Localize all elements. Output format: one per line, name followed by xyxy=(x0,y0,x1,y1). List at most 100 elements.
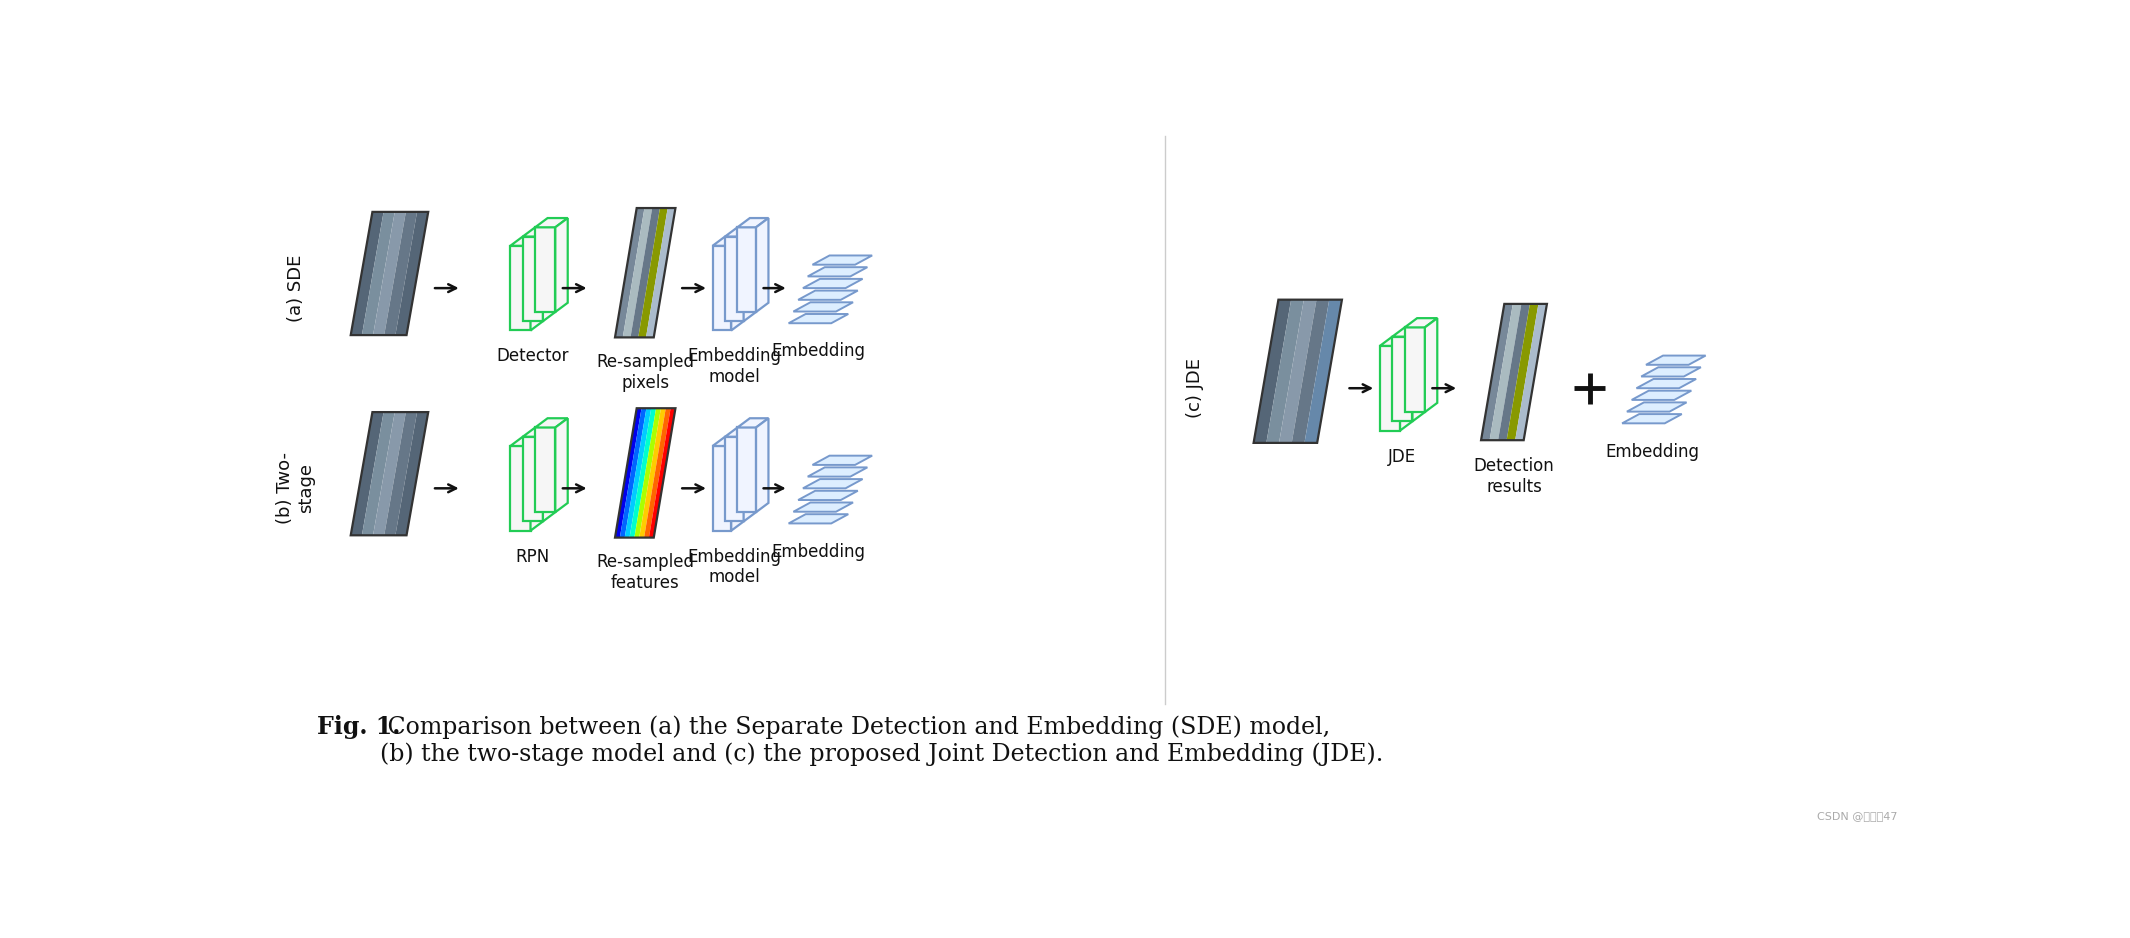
Polygon shape xyxy=(1497,304,1529,440)
Polygon shape xyxy=(1267,299,1304,443)
Polygon shape xyxy=(351,412,383,536)
Polygon shape xyxy=(1632,391,1691,400)
Polygon shape xyxy=(535,418,569,428)
Polygon shape xyxy=(737,428,756,512)
Polygon shape xyxy=(635,408,660,537)
Polygon shape xyxy=(373,412,407,536)
Polygon shape xyxy=(630,208,660,338)
Text: Re-sampled
pixels: Re-sampled pixels xyxy=(596,353,694,391)
Polygon shape xyxy=(639,208,667,338)
Polygon shape xyxy=(737,418,769,428)
Polygon shape xyxy=(1514,304,1546,440)
Polygon shape xyxy=(743,227,756,321)
Polygon shape xyxy=(383,412,417,536)
Polygon shape xyxy=(511,437,543,446)
Polygon shape xyxy=(522,236,543,321)
Polygon shape xyxy=(807,467,867,477)
Polygon shape xyxy=(1399,337,1412,431)
Polygon shape xyxy=(1278,299,1316,443)
Text: (b) Two-
stage: (b) Two- stage xyxy=(277,452,315,524)
Polygon shape xyxy=(1646,356,1706,365)
Polygon shape xyxy=(1393,327,1425,337)
Polygon shape xyxy=(756,418,769,512)
Polygon shape xyxy=(1380,346,1399,431)
Polygon shape xyxy=(362,412,394,536)
Polygon shape xyxy=(622,208,652,338)
Polygon shape xyxy=(630,408,656,537)
Polygon shape xyxy=(643,408,671,537)
Polygon shape xyxy=(788,514,848,523)
Polygon shape xyxy=(1412,327,1425,421)
Polygon shape xyxy=(535,428,556,512)
Polygon shape xyxy=(362,212,394,335)
Text: Embedding
model: Embedding model xyxy=(688,548,782,586)
Polygon shape xyxy=(1623,414,1683,423)
Polygon shape xyxy=(511,236,543,246)
Polygon shape xyxy=(383,212,417,335)
Text: Detection
results: Detection results xyxy=(1474,457,1555,496)
Polygon shape xyxy=(624,408,652,537)
Polygon shape xyxy=(1506,304,1538,440)
Polygon shape xyxy=(1404,327,1425,412)
Text: Embedding: Embedding xyxy=(771,543,865,561)
Text: Embedding: Embedding xyxy=(771,342,865,360)
Text: Embedding
model: Embedding model xyxy=(688,347,782,386)
Polygon shape xyxy=(543,227,556,321)
Polygon shape xyxy=(373,212,407,335)
Polygon shape xyxy=(530,236,543,330)
Text: Re-sampled
features: Re-sampled features xyxy=(596,553,694,592)
Text: RPN: RPN xyxy=(515,548,550,566)
Polygon shape xyxy=(556,418,569,512)
Polygon shape xyxy=(724,227,756,236)
Polygon shape xyxy=(1627,402,1687,412)
Polygon shape xyxy=(511,246,530,330)
Polygon shape xyxy=(788,314,848,324)
Polygon shape xyxy=(1393,337,1412,421)
Polygon shape xyxy=(396,212,428,335)
Polygon shape xyxy=(1425,318,1438,412)
Polygon shape xyxy=(639,408,667,537)
Polygon shape xyxy=(351,212,383,335)
Polygon shape xyxy=(616,408,641,537)
Text: CSDN @大笨鱲47: CSDN @大笨鱲47 xyxy=(1817,811,1898,821)
Polygon shape xyxy=(1489,304,1521,440)
Polygon shape xyxy=(522,428,556,437)
Polygon shape xyxy=(535,218,569,227)
Polygon shape xyxy=(812,255,871,265)
Polygon shape xyxy=(1304,299,1342,443)
Polygon shape xyxy=(743,428,756,522)
Polygon shape xyxy=(535,227,556,312)
Polygon shape xyxy=(803,279,863,288)
Polygon shape xyxy=(530,437,543,531)
Text: JDE: JDE xyxy=(1389,447,1416,465)
Polygon shape xyxy=(1404,318,1438,327)
Text: Embedding: Embedding xyxy=(1604,443,1700,461)
Text: (c) JDE: (c) JDE xyxy=(1186,358,1203,418)
Polygon shape xyxy=(724,236,743,321)
Polygon shape xyxy=(731,437,743,531)
Polygon shape xyxy=(616,208,645,338)
Polygon shape xyxy=(724,437,743,522)
Polygon shape xyxy=(737,218,769,227)
Polygon shape xyxy=(1636,379,1695,388)
Polygon shape xyxy=(522,437,543,522)
Polygon shape xyxy=(756,218,769,312)
Polygon shape xyxy=(714,236,743,246)
Polygon shape xyxy=(812,456,871,465)
Polygon shape xyxy=(1380,337,1412,346)
Polygon shape xyxy=(1291,299,1329,443)
Polygon shape xyxy=(556,218,569,312)
Polygon shape xyxy=(396,412,428,536)
Polygon shape xyxy=(1642,368,1702,376)
Text: Fig. 1.: Fig. 1. xyxy=(317,716,400,739)
Polygon shape xyxy=(799,491,858,500)
Polygon shape xyxy=(1255,299,1291,443)
Polygon shape xyxy=(543,428,556,522)
Polygon shape xyxy=(807,267,867,277)
Polygon shape xyxy=(799,291,858,300)
Polygon shape xyxy=(724,428,756,437)
Polygon shape xyxy=(620,408,645,537)
Polygon shape xyxy=(511,446,530,531)
Text: Detector: Detector xyxy=(496,347,569,366)
Polygon shape xyxy=(792,503,852,512)
